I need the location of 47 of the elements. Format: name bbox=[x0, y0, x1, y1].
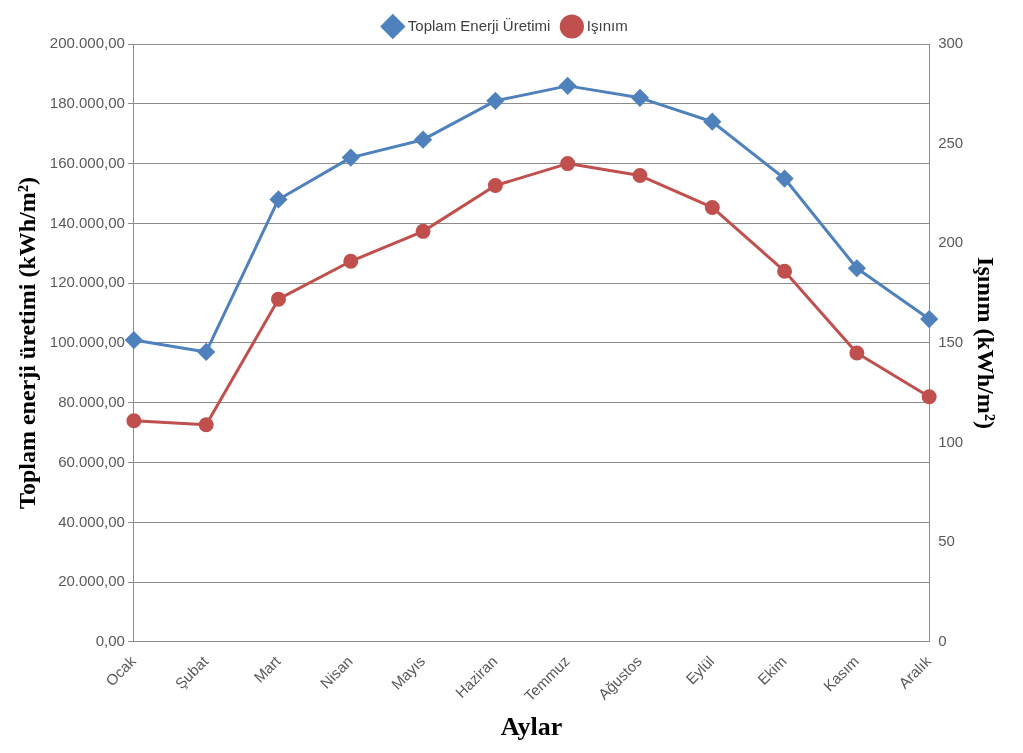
y-tick-label: 140.000,00 bbox=[49, 213, 125, 231]
point bbox=[560, 156, 576, 172]
y-tick-label: 180.000,00 bbox=[49, 93, 125, 111]
y-tick-label: 80.000,00 bbox=[58, 392, 125, 410]
point bbox=[921, 389, 937, 405]
y2-tick-label: 200 bbox=[938, 233, 964, 251]
point bbox=[415, 223, 431, 239]
legend-label: Işınım bbox=[586, 16, 628, 34]
y2-tick-label: 300 bbox=[938, 34, 964, 52]
point bbox=[559, 77, 577, 95]
point bbox=[704, 199, 720, 215]
y-tick-label: 160.000,00 bbox=[49, 153, 125, 171]
y-tick-label: 200.000,00 bbox=[49, 34, 125, 52]
point bbox=[849, 345, 865, 361]
point bbox=[848, 259, 866, 277]
point bbox=[198, 417, 214, 433]
point bbox=[920, 310, 938, 328]
point bbox=[777, 263, 793, 279]
x-axis-title: Aylar bbox=[500, 712, 563, 742]
point bbox=[125, 331, 143, 349]
legend-label: Toplam Enerji Üretimi bbox=[407, 16, 551, 34]
point bbox=[487, 178, 503, 194]
point bbox=[414, 131, 432, 149]
y2-axis-title: Işınım (kWh/m²) bbox=[973, 257, 1000, 429]
y-tick-label: 100.000,00 bbox=[49, 333, 125, 351]
y-tick-label: 0,00 bbox=[95, 632, 125, 650]
y-tick-label: 20.000,00 bbox=[58, 572, 125, 590]
point bbox=[703, 113, 721, 131]
point bbox=[269, 190, 287, 208]
y2-tick-label: 50 bbox=[938, 532, 955, 550]
point bbox=[632, 168, 648, 184]
point bbox=[343, 253, 359, 269]
y-tick-label: 120.000,00 bbox=[49, 273, 125, 291]
point bbox=[126, 413, 142, 429]
y2-tick-label: 250 bbox=[938, 133, 964, 151]
y2-tick-label: 150 bbox=[938, 333, 964, 351]
point bbox=[342, 149, 360, 167]
y2-tick-label: 100 bbox=[938, 432, 964, 450]
y-tick-label: 60.000,00 bbox=[58, 452, 125, 470]
point bbox=[776, 170, 794, 188]
point bbox=[486, 92, 504, 110]
y2-tick-label: 0 bbox=[938, 632, 947, 650]
y-axis-title: Toplam enerji üretimi (kWh/m²) bbox=[13, 177, 40, 509]
y-tick-label: 40.000,00 bbox=[58, 512, 125, 530]
point bbox=[270, 291, 286, 307]
point bbox=[631, 89, 649, 107]
point bbox=[197, 343, 215, 361]
